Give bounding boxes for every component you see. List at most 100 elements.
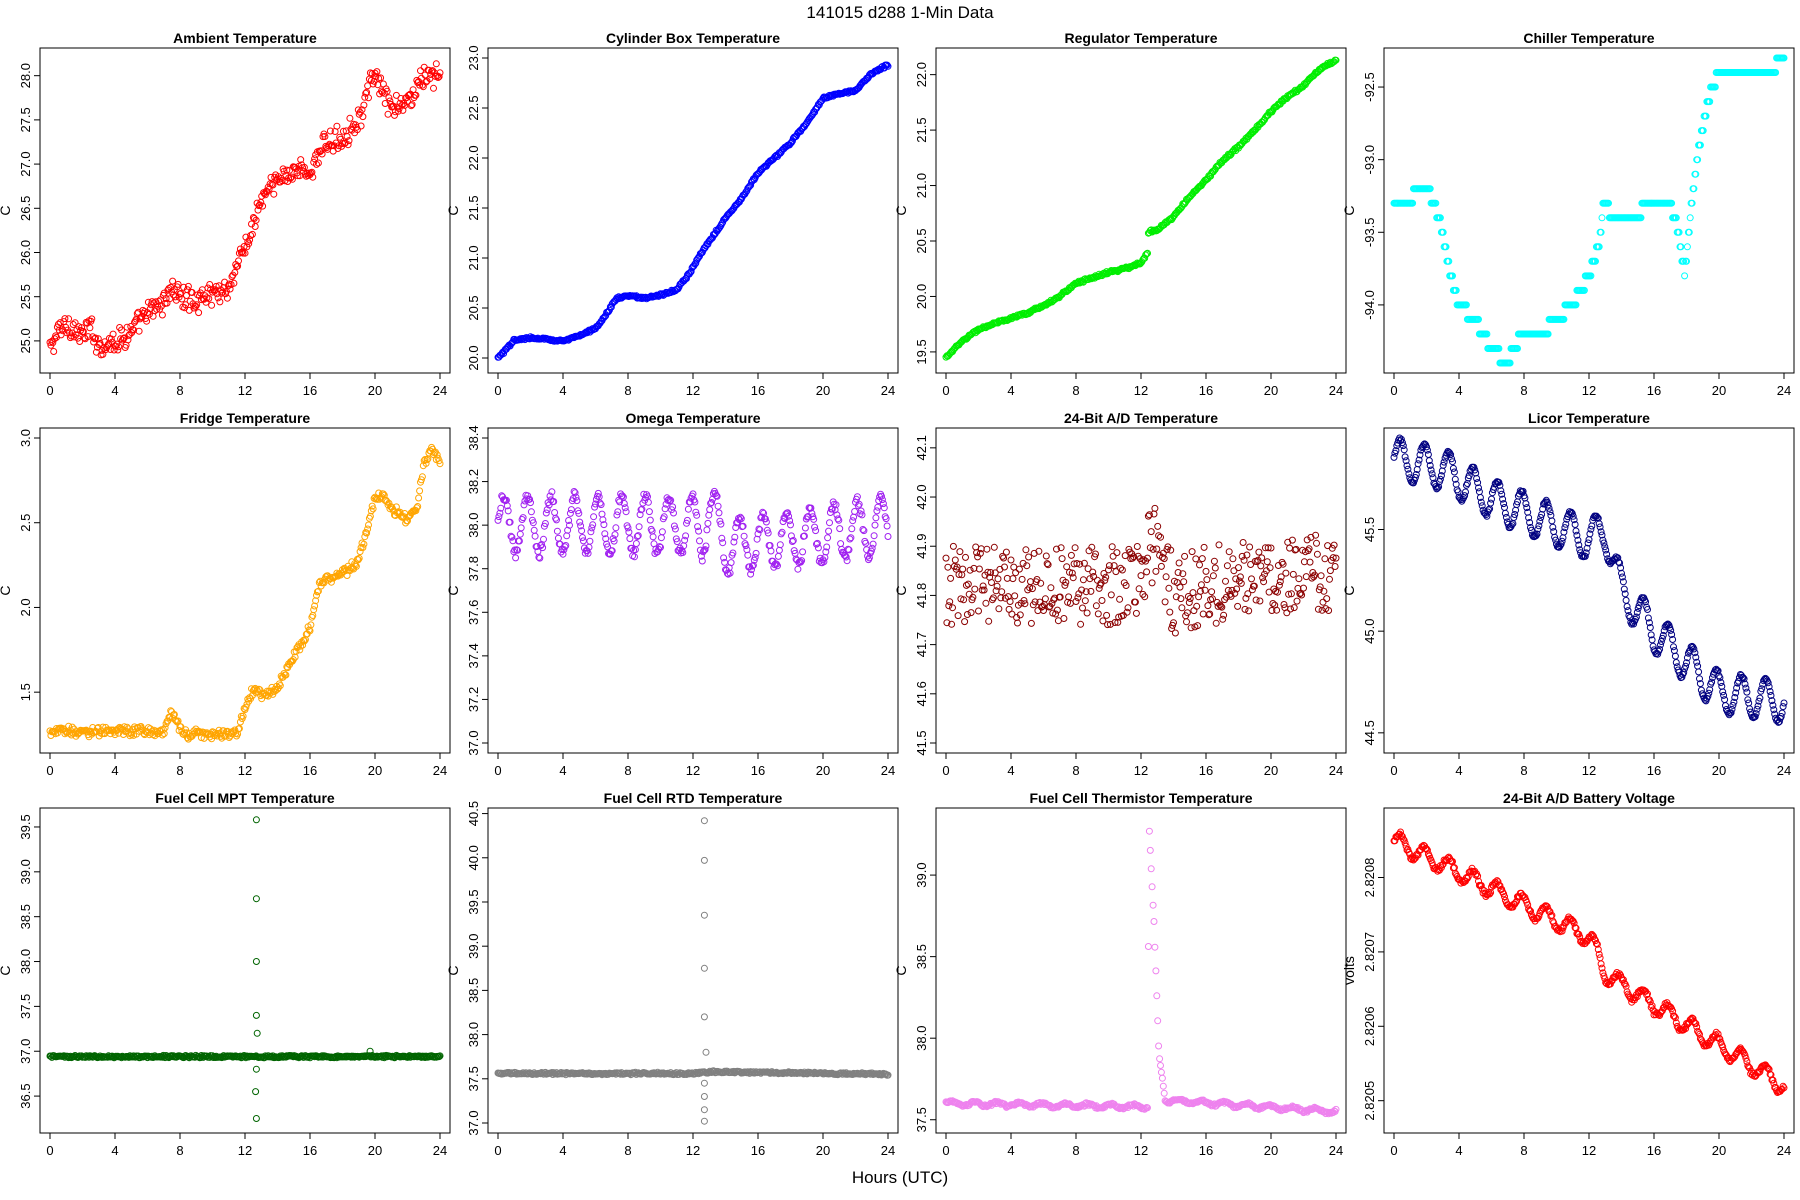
data-point xyxy=(1462,488,1469,496)
data-point xyxy=(369,505,377,513)
data-point xyxy=(166,295,174,303)
y-tick-label: 20.0 xyxy=(466,345,481,370)
data-point xyxy=(1602,546,1610,554)
data-point xyxy=(994,575,1002,583)
outlier-point xyxy=(253,1029,261,1037)
data-point xyxy=(596,499,604,507)
data-point xyxy=(948,620,956,628)
data-point xyxy=(1183,609,1191,617)
y-tick-label: 21.0 xyxy=(914,173,929,198)
data-point xyxy=(1187,624,1195,632)
data-point xyxy=(682,532,690,540)
x-tick-label: 0 xyxy=(494,383,501,398)
y-tick-label: 38.5 xyxy=(914,944,929,969)
data-point xyxy=(1144,249,1151,257)
data-point xyxy=(1316,583,1324,591)
x-tick-label: 8 xyxy=(176,383,183,398)
x-tick-label: 12 xyxy=(1134,763,1148,778)
data-point xyxy=(1305,545,1313,553)
data-point xyxy=(752,549,760,557)
data-point xyxy=(1523,504,1531,512)
data-point xyxy=(697,552,705,560)
y-tick-label: 27.0 xyxy=(18,151,33,176)
data-point xyxy=(360,101,368,109)
data-point xyxy=(1253,558,1261,566)
data-point xyxy=(786,517,794,525)
y-tick-label: 41.7 xyxy=(914,632,929,657)
panel-title: Fuel Cell MPT Temperature xyxy=(155,790,335,806)
data-point xyxy=(436,69,444,77)
data-point xyxy=(1090,273,1098,281)
panels-grid: Ambient TemperatureC0481216202425.025.52… xyxy=(0,30,1795,1158)
data-point xyxy=(813,539,821,547)
data-point xyxy=(944,563,952,571)
data-point xyxy=(1041,595,1049,603)
data-point xyxy=(1104,621,1112,629)
y-tick-label: 25.0 xyxy=(18,328,33,353)
data-point xyxy=(398,101,406,109)
data-point xyxy=(1242,594,1250,602)
data-point xyxy=(799,548,807,556)
panel-title: Omega Temperature xyxy=(625,410,760,426)
data-point xyxy=(698,557,706,565)
x-tick-label: 24 xyxy=(433,1143,447,1158)
data-point xyxy=(1025,553,1033,561)
data-point xyxy=(1198,555,1206,563)
data-point xyxy=(158,311,166,319)
data-point xyxy=(1741,680,1749,688)
y-tick-label: 26.5 xyxy=(18,196,33,221)
data-point xyxy=(294,172,302,180)
data-point xyxy=(810,515,818,523)
x-tick-label: 12 xyxy=(238,1143,252,1158)
data-point xyxy=(1061,581,1069,589)
data-point xyxy=(117,335,125,343)
data-point xyxy=(315,579,323,586)
data-point xyxy=(1471,466,1479,474)
data-point xyxy=(1656,645,1664,653)
outlier-point xyxy=(700,1093,708,1100)
data-point xyxy=(1325,1110,1333,1118)
data-point xyxy=(811,108,819,116)
data-point xyxy=(1404,465,1412,473)
x-tick-label: 24 xyxy=(1329,383,1343,398)
y-tick-label: 41.8 xyxy=(914,583,929,608)
data-point xyxy=(739,522,747,530)
y-tick-label: 19.5 xyxy=(914,339,929,364)
data-point xyxy=(644,498,652,506)
data-point xyxy=(345,566,353,574)
data-point xyxy=(358,106,366,114)
y-tick-label: 37.0 xyxy=(466,730,481,755)
data-point xyxy=(1753,705,1761,713)
data-point xyxy=(1105,562,1113,570)
data-point xyxy=(1330,1107,1338,1115)
data-point xyxy=(586,537,594,545)
data-point xyxy=(1720,691,1728,699)
data-point xyxy=(1423,443,1430,451)
data-point xyxy=(1585,536,1593,544)
data-point xyxy=(1552,536,1560,544)
data-point xyxy=(1598,531,1606,539)
data-point xyxy=(1755,697,1763,705)
data-point xyxy=(705,511,713,519)
data-point xyxy=(1644,614,1652,622)
data-point xyxy=(751,553,759,561)
data-point xyxy=(794,565,802,573)
data-point xyxy=(846,535,854,543)
data-point xyxy=(871,521,879,529)
data-point xyxy=(989,594,997,602)
data-point xyxy=(1150,918,1158,925)
data-point xyxy=(1300,584,1307,592)
data-point xyxy=(1248,586,1256,594)
data-point xyxy=(1740,675,1748,683)
data-point xyxy=(1145,827,1153,835)
data-point xyxy=(1706,98,1714,106)
data-point xyxy=(991,569,999,577)
data-point xyxy=(436,460,444,468)
y-tick-label: 39.0 xyxy=(18,859,33,884)
data-point xyxy=(606,550,614,558)
x-tick-label: 4 xyxy=(1455,763,1462,778)
data-point xyxy=(1189,589,1197,597)
x-tick-label: 24 xyxy=(881,1143,895,1158)
data-point xyxy=(959,565,967,573)
